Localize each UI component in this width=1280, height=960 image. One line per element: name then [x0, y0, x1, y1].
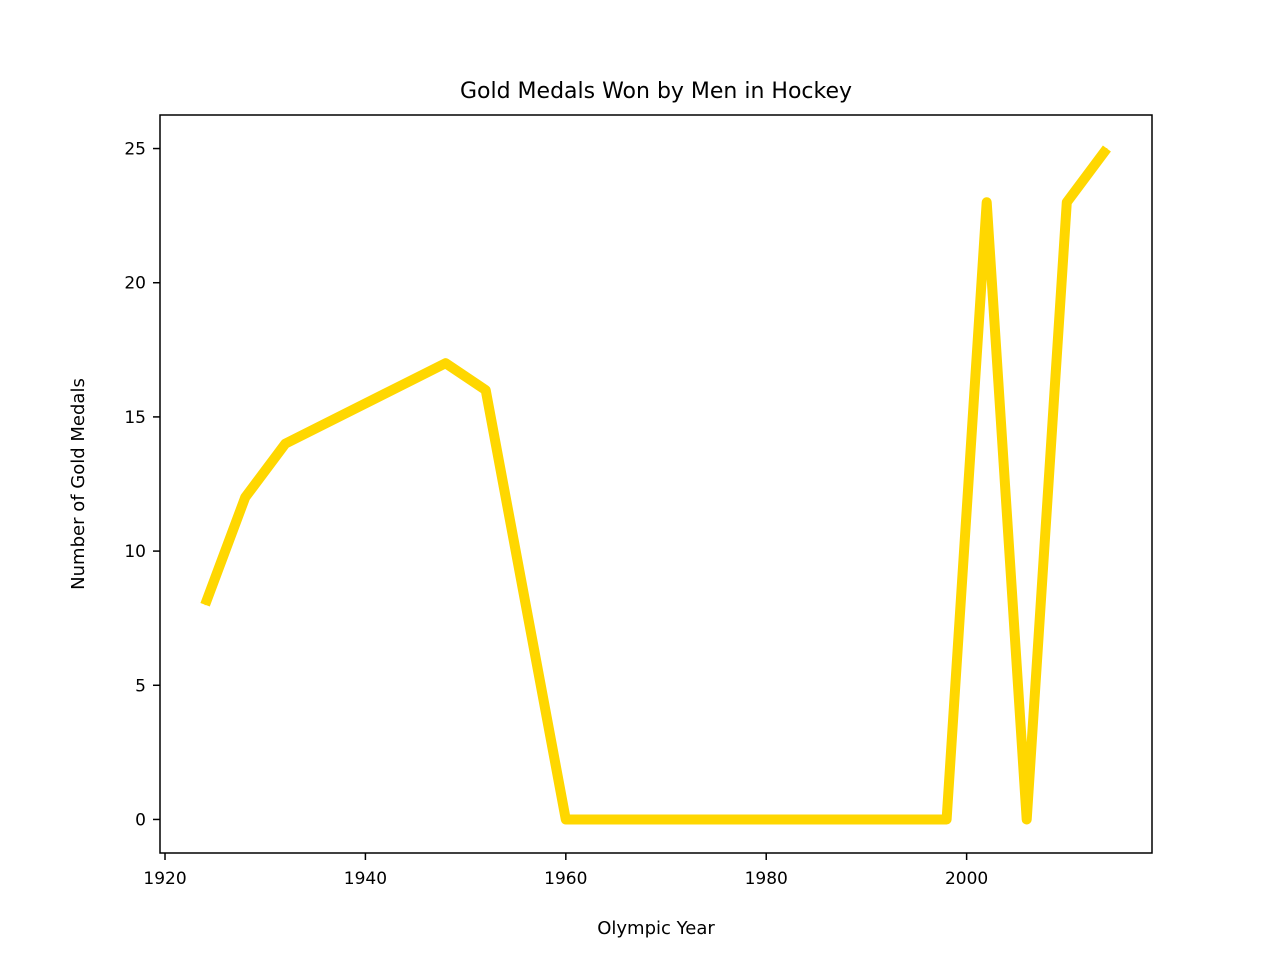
data-point [1106, 148, 1108, 150]
axis-ticks: 1920 1940 1960 1980 2000 0 5 10 15 20 25 [124, 140, 988, 889]
data-point [1066, 201, 1068, 203]
data-point [565, 818, 567, 820]
y-tick-label: 20 [124, 274, 146, 294]
data-point [946, 818, 948, 820]
x-tick-label: 1920 [143, 869, 186, 889]
chart-title: Gold Medals Won by Men in Hockey [460, 79, 852, 104]
y-tick-label: 25 [124, 140, 146, 160]
x-axis-label: Olympic Year [597, 918, 715, 939]
x-tick-label: 1940 [344, 869, 387, 889]
x-tick-label: 2000 [945, 869, 988, 889]
y-tick-label: 5 [135, 676, 146, 696]
data-point [445, 362, 447, 364]
y-tick-label: 15 [124, 408, 146, 428]
x-tick-label: 1960 [544, 869, 587, 889]
data-point [244, 496, 246, 498]
series-group [200, 145, 1111, 825]
data-point [284, 443, 286, 445]
x-tick-label: 1980 [745, 869, 788, 889]
data-point [204, 604, 206, 606]
y-tick-label: 10 [124, 542, 146, 562]
data-point [1026, 818, 1028, 820]
y-tick-label: 0 [135, 810, 146, 830]
plot-frame [159, 114, 1153, 854]
data-point [485, 389, 487, 391]
y-axis-label: Number of Gold Medals [68, 378, 89, 590]
data-point [986, 201, 988, 203]
